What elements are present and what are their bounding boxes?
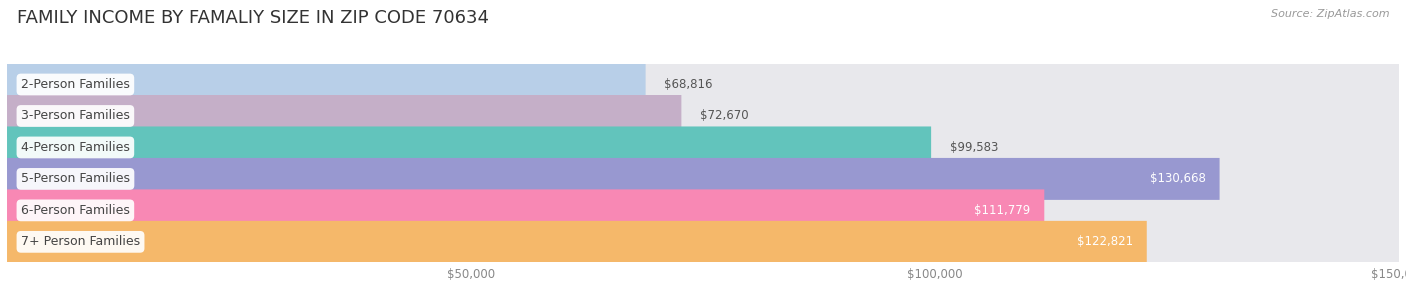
- Text: 2-Person Families: 2-Person Families: [21, 78, 129, 91]
- FancyBboxPatch shape: [7, 221, 1147, 263]
- Text: $99,583: $99,583: [949, 141, 998, 154]
- Text: FAMILY INCOME BY FAMALIY SIZE IN ZIP CODE 70634: FAMILY INCOME BY FAMALIY SIZE IN ZIP COD…: [17, 9, 489, 27]
- FancyBboxPatch shape: [7, 127, 931, 168]
- Text: $72,670: $72,670: [700, 109, 748, 123]
- Text: $130,668: $130,668: [1150, 172, 1206, 185]
- FancyBboxPatch shape: [7, 189, 1399, 231]
- FancyBboxPatch shape: [7, 95, 682, 137]
- FancyBboxPatch shape: [7, 63, 645, 106]
- FancyBboxPatch shape: [7, 63, 1399, 106]
- FancyBboxPatch shape: [7, 158, 1399, 200]
- Text: $122,821: $122,821: [1077, 235, 1133, 248]
- Text: 5-Person Families: 5-Person Families: [21, 172, 129, 185]
- Text: $111,779: $111,779: [974, 204, 1031, 217]
- Text: $68,816: $68,816: [664, 78, 713, 91]
- Text: 6-Person Families: 6-Person Families: [21, 204, 129, 217]
- FancyBboxPatch shape: [7, 221, 1399, 263]
- FancyBboxPatch shape: [7, 95, 1399, 137]
- Text: 7+ Person Families: 7+ Person Families: [21, 235, 141, 248]
- FancyBboxPatch shape: [7, 158, 1219, 200]
- FancyBboxPatch shape: [7, 189, 1045, 231]
- Text: Source: ZipAtlas.com: Source: ZipAtlas.com: [1271, 9, 1389, 19]
- Text: 3-Person Families: 3-Person Families: [21, 109, 129, 123]
- Text: 4-Person Families: 4-Person Families: [21, 141, 129, 154]
- FancyBboxPatch shape: [7, 127, 1399, 168]
